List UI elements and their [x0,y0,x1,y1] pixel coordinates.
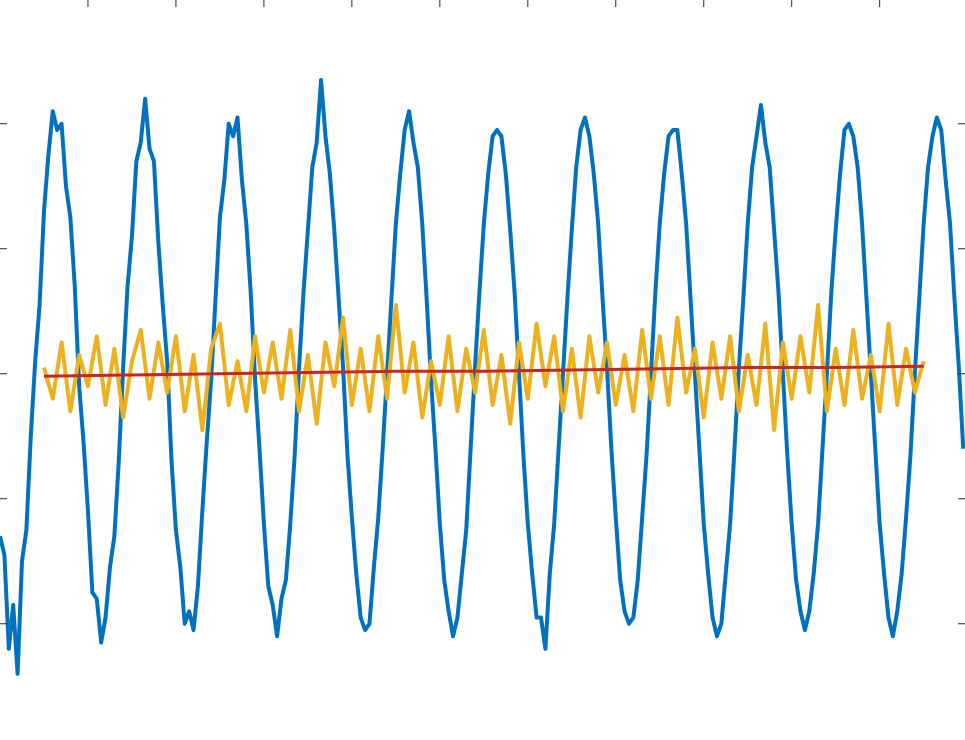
series-line [0,78,965,676]
series-line [43,364,924,378]
